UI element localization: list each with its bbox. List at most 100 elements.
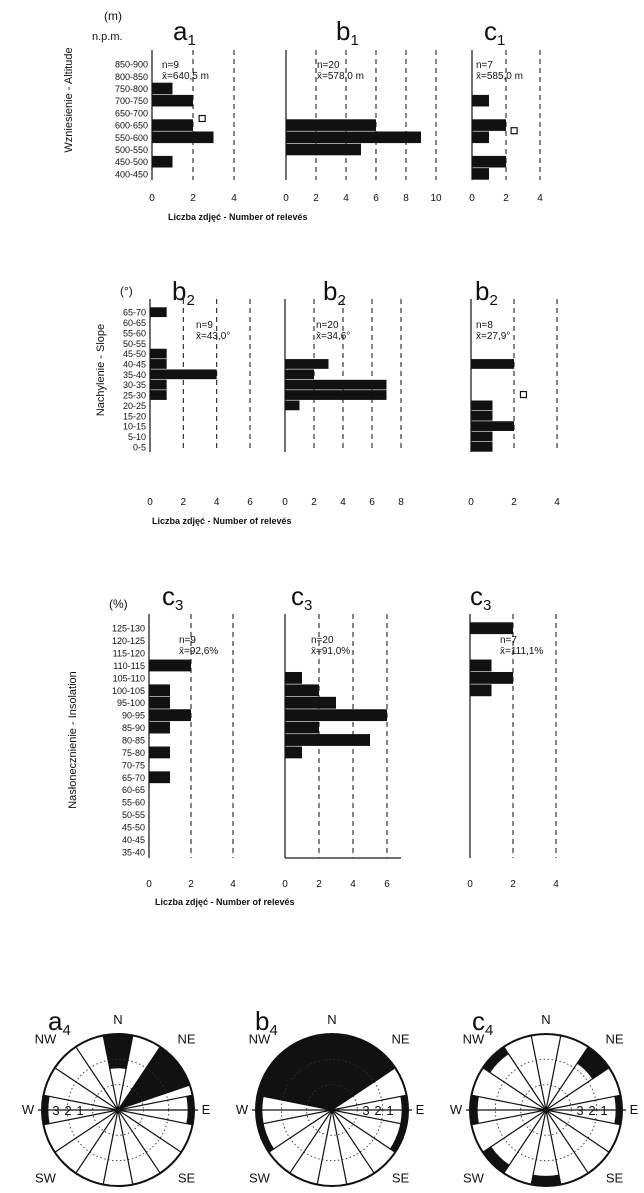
rose-spoke xyxy=(289,1046,333,1111)
category-tick-label: 50-55 xyxy=(123,339,146,349)
rose-spoke xyxy=(545,1109,562,1185)
rose-spoke xyxy=(117,1094,193,1111)
x-tick-label: 6 xyxy=(384,879,390,890)
x-tick-label: 0 xyxy=(147,497,153,508)
category-tick-label: 125-130 xyxy=(112,624,145,634)
ring-value-label: 2 xyxy=(374,1103,381,1118)
x-tick-label: 2 xyxy=(188,879,194,890)
bar xyxy=(470,659,492,672)
category-tick-label: 15-20 xyxy=(123,411,146,421)
rose-sector xyxy=(482,1146,510,1174)
rose-spoke xyxy=(471,1109,547,1126)
category-tick-label: 50-55 xyxy=(122,810,145,820)
category-tick-label: 105-110 xyxy=(113,673,145,683)
rose-sector xyxy=(103,1034,133,1070)
x-tick-label: 0 xyxy=(467,879,473,890)
rose-spoke xyxy=(482,1109,547,1153)
unit-label: (%) xyxy=(109,597,128,611)
bar xyxy=(286,143,361,156)
category-tick-label: 400-450 xyxy=(115,169,148,179)
category-tick-label: 750-800 xyxy=(115,84,148,94)
rose-spoke xyxy=(75,1109,119,1174)
x-tick-label: 0 xyxy=(146,879,152,890)
rose-spoke xyxy=(75,1046,119,1111)
bar xyxy=(471,431,493,442)
rose-spoke xyxy=(545,1109,610,1153)
x-tick-label: 4 xyxy=(343,193,349,204)
sample-size-label: n=8 xyxy=(476,320,493,331)
sample-size-label: n=20 xyxy=(317,60,340,71)
category-tick-label: 55-60 xyxy=(123,328,146,338)
rose-spoke xyxy=(530,1035,547,1111)
rose-spoke xyxy=(503,1046,547,1111)
category-tick-label: 700-750 xyxy=(115,96,148,106)
category-tick-label: 90-95 xyxy=(122,711,145,721)
bar xyxy=(152,131,214,144)
category-tick-label: 115-120 xyxy=(113,649,145,659)
category-tick-label: 5-10 xyxy=(128,432,146,442)
rose-sector xyxy=(332,1046,396,1110)
direction-label: E xyxy=(416,1102,425,1117)
category-tick-label: 80-85 xyxy=(122,736,145,746)
rose-spoke xyxy=(471,1094,547,1111)
direction-label: E xyxy=(630,1102,639,1117)
direction-label: SW xyxy=(463,1171,485,1186)
category-tick-label: 110-115 xyxy=(113,661,145,671)
x-tick-label: 0 xyxy=(282,879,288,890)
panel-label: b2 xyxy=(475,276,498,309)
category-tick-label: 35-40 xyxy=(122,847,145,857)
bar xyxy=(471,421,514,431)
bar xyxy=(286,119,376,131)
x-tick-label: 2 xyxy=(510,879,516,890)
x-tick-label: 6 xyxy=(369,497,375,508)
rose-spoke xyxy=(268,1109,333,1153)
bar xyxy=(285,734,370,746)
bar xyxy=(470,622,513,635)
category-tick-label: 60-65 xyxy=(122,785,145,795)
rose-spoke xyxy=(331,1109,375,1174)
x-tick-label: 10 xyxy=(430,193,442,204)
ring-value-label: 3 xyxy=(576,1103,583,1118)
rose-spoke xyxy=(331,1109,407,1126)
rose-spoke xyxy=(503,1109,547,1174)
bar xyxy=(150,379,167,390)
rose-spoke xyxy=(545,1067,610,1111)
direction-label: SW xyxy=(35,1171,57,1186)
rose-spoke xyxy=(117,1109,182,1153)
rose-spoke xyxy=(257,1109,333,1126)
rose-spoke xyxy=(117,1067,182,1111)
direction-label: NE xyxy=(177,1031,195,1046)
x-axis-title: Liczba zdjęć - Number of relevés xyxy=(155,897,295,907)
category-tick-label: 20-25 xyxy=(123,401,146,411)
x-tick-label: 4 xyxy=(554,497,560,508)
bar xyxy=(150,359,167,369)
bar xyxy=(285,400,300,411)
mean-label: x̄=578,0 m xyxy=(317,71,364,82)
category-tick-label: 40-45 xyxy=(123,359,146,369)
x-tick-label: 4 xyxy=(214,497,220,508)
ring-value-label: 3 xyxy=(52,1103,59,1118)
rose-spoke xyxy=(43,1094,119,1111)
panel-label: b2 xyxy=(172,276,195,309)
mean-label: x̄=27,9° xyxy=(476,331,510,342)
bar xyxy=(472,131,489,144)
bar xyxy=(149,746,170,759)
direction-label: W xyxy=(450,1102,463,1117)
panel-label: c3 xyxy=(470,581,491,614)
rose-spoke xyxy=(316,1035,333,1111)
category-tick-label: 30-35 xyxy=(123,380,146,390)
x-tick-label: 2 xyxy=(313,193,319,204)
category-tick-label: 60-65 xyxy=(123,318,146,328)
y-axis-title: Nachylenie - Slope xyxy=(95,324,107,416)
rose-sector xyxy=(289,1035,332,1110)
x-tick-label: 4 xyxy=(350,879,356,890)
sample-size-label: n=7 xyxy=(500,635,517,646)
category-tick-label: 500-550 xyxy=(115,145,148,155)
category-tick-label: 40-45 xyxy=(122,835,145,845)
x-axis-title: Liczba zdjęć - Number of relevés xyxy=(168,212,308,222)
bar xyxy=(472,119,506,131)
bar xyxy=(150,369,217,380)
category-tick-label: 100-105 xyxy=(112,686,145,696)
mean-marker xyxy=(198,114,206,123)
direction-label: SE xyxy=(178,1171,196,1186)
